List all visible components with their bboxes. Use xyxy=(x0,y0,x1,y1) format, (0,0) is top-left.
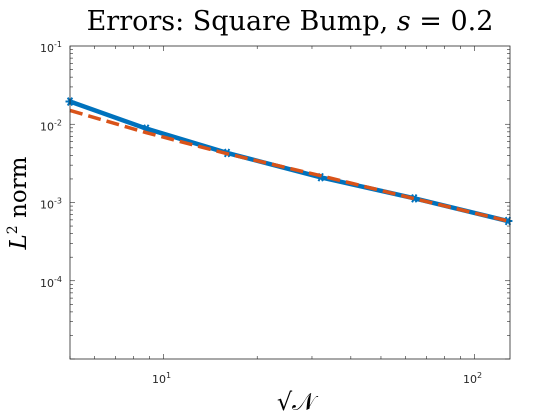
axis-ticks: 101 102 10-1 10-2 10-3 10-4 xyxy=(40,40,510,386)
y-axis-label: L2 norm xyxy=(5,156,32,250)
x-tick-label: 102 xyxy=(463,371,482,386)
x-axis-label: √𝒩 xyxy=(277,388,319,416)
y-tick-label: 10-1 xyxy=(40,40,62,55)
chart-title: Errors: Square Bump, s = 0.2 xyxy=(87,6,494,37)
series-1-marker xyxy=(141,124,151,133)
x-tick-label: 101 xyxy=(152,371,171,386)
y-tick-label: 10-4 xyxy=(40,275,62,290)
series-1-marker xyxy=(409,193,419,203)
plot-area xyxy=(70,46,510,359)
y-tick-label: 10-2 xyxy=(40,118,62,133)
series-1-marker xyxy=(503,216,513,226)
series-2-line xyxy=(69,108,509,223)
y-tick-label: 10-3 xyxy=(40,197,62,212)
plot-frame xyxy=(69,45,511,360)
series-group xyxy=(65,97,513,226)
